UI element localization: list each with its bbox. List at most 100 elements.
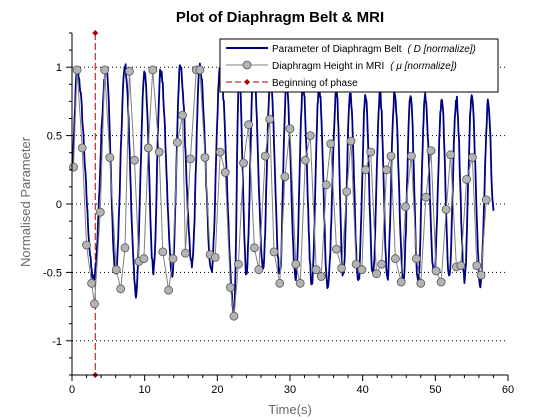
mri-point (346, 136, 356, 146)
mri-point (120, 243, 130, 253)
mri-point (321, 180, 331, 190)
x-tick-label: 0 (69, 384, 75, 396)
mri-point (143, 143, 153, 153)
mri-point (311, 265, 321, 275)
mri-point (326, 139, 336, 149)
chart-title: Plot of Diaphragm Belt & MRI (176, 9, 384, 26)
mri-point (180, 248, 190, 258)
y-tick-label: 0 (56, 199, 62, 211)
x-tick-label: 20 (211, 384, 223, 396)
mri-point (87, 278, 96, 288)
mri-point (366, 147, 376, 157)
mri-point (185, 154, 195, 164)
mri-point (476, 270, 486, 280)
mri-point (172, 137, 182, 147)
mri-point (139, 254, 149, 264)
mri-point (82, 240, 91, 250)
mri-point (401, 202, 410, 212)
mri-point (300, 155, 310, 165)
mri-point (382, 165, 392, 175)
mri-point (225, 282, 235, 292)
mri-point (431, 266, 441, 276)
mri-point (130, 155, 139, 165)
y-tick-label: 0.5 (47, 131, 62, 143)
y-axis-label: Normalised Parameter (18, 136, 33, 267)
x-axis-label: Time(s) (268, 402, 312, 417)
legend: Parameter of Diaphragm Belt( D [normaliz… (219, 38, 499, 93)
phase-layer (92, 30, 99, 378)
mri-point (254, 265, 264, 275)
mri-point (265, 114, 275, 124)
mri-point (72, 65, 82, 75)
mri-point (77, 143, 87, 153)
mri-point (229, 311, 239, 321)
mri-point (200, 153, 210, 162)
mri-point (178, 110, 187, 120)
mri-point (124, 66, 134, 76)
mri-point (291, 259, 301, 269)
mri-point (390, 254, 400, 264)
axis-layer: -1-0.500.510 10 20 30 40 50 60 (43, 32, 514, 396)
mri-point (372, 269, 381, 279)
mri-point (426, 146, 436, 156)
mri-point (305, 131, 315, 141)
mri-point (436, 277, 446, 287)
mri-point (332, 244, 341, 254)
phase-marker (92, 30, 99, 36)
mri-point (95, 207, 105, 217)
mri-point (456, 261, 466, 271)
mri-point (260, 151, 270, 161)
mri-layer (69, 65, 491, 321)
mri-point (220, 168, 230, 177)
legend-mri-marker (242, 60, 252, 70)
mri-point (416, 278, 426, 288)
mri-point (210, 252, 220, 262)
mri-point (100, 65, 110, 75)
mri-point (275, 278, 285, 288)
mri-point (244, 120, 254, 130)
mri-point (215, 147, 225, 157)
x-tick-label: 10 (139, 384, 151, 396)
legend-belt-label: Parameter of Diaphragm Belt( D [normaliz… (272, 44, 476, 55)
mri-point (357, 265, 367, 275)
legend-mri-label: Diaphragm Height in MRI( μ [normalize]) (272, 61, 457, 72)
mri-point (233, 259, 243, 269)
mri-point (361, 165, 371, 175)
mri-point (337, 263, 347, 273)
mri-point (481, 195, 491, 205)
mri-point (441, 205, 451, 214)
mri-point (249, 243, 259, 253)
mri-point (406, 151, 416, 161)
x-tick-label: 40 (357, 384, 369, 396)
mri-point (280, 172, 290, 182)
legend-phase-label: Beginning of phase (272, 78, 358, 89)
y-tick-label: -1 (52, 336, 62, 348)
mri-point (195, 65, 205, 75)
y-tick-label: -0.5 (43, 267, 62, 279)
mri-point (239, 158, 248, 168)
mri-point (105, 153, 115, 162)
mri-point (285, 124, 295, 134)
x-tick-label: 30 (284, 384, 296, 396)
mri-point (377, 259, 387, 269)
mri-point (396, 277, 406, 287)
grid-layer (72, 66, 508, 342)
mri-point (411, 254, 421, 264)
mri-point (316, 272, 326, 281)
mri-point (386, 151, 396, 161)
mri-point (90, 299, 99, 309)
mri-point (148, 65, 158, 75)
mri-point (295, 278, 305, 288)
mri-point (164, 285, 174, 295)
mri-point (421, 192, 431, 202)
mri-point (342, 187, 352, 197)
mri-point (168, 254, 178, 264)
mri-point (472, 261, 482, 271)
mri-point (154, 147, 164, 157)
legend-phase-marker (244, 79, 250, 85)
x-tick-label: 60 (502, 384, 514, 396)
x-tick-label: 50 (429, 384, 441, 396)
y-tick-label: 1 (56, 62, 62, 74)
mri-point (111, 265, 121, 275)
mri-point (467, 153, 477, 162)
